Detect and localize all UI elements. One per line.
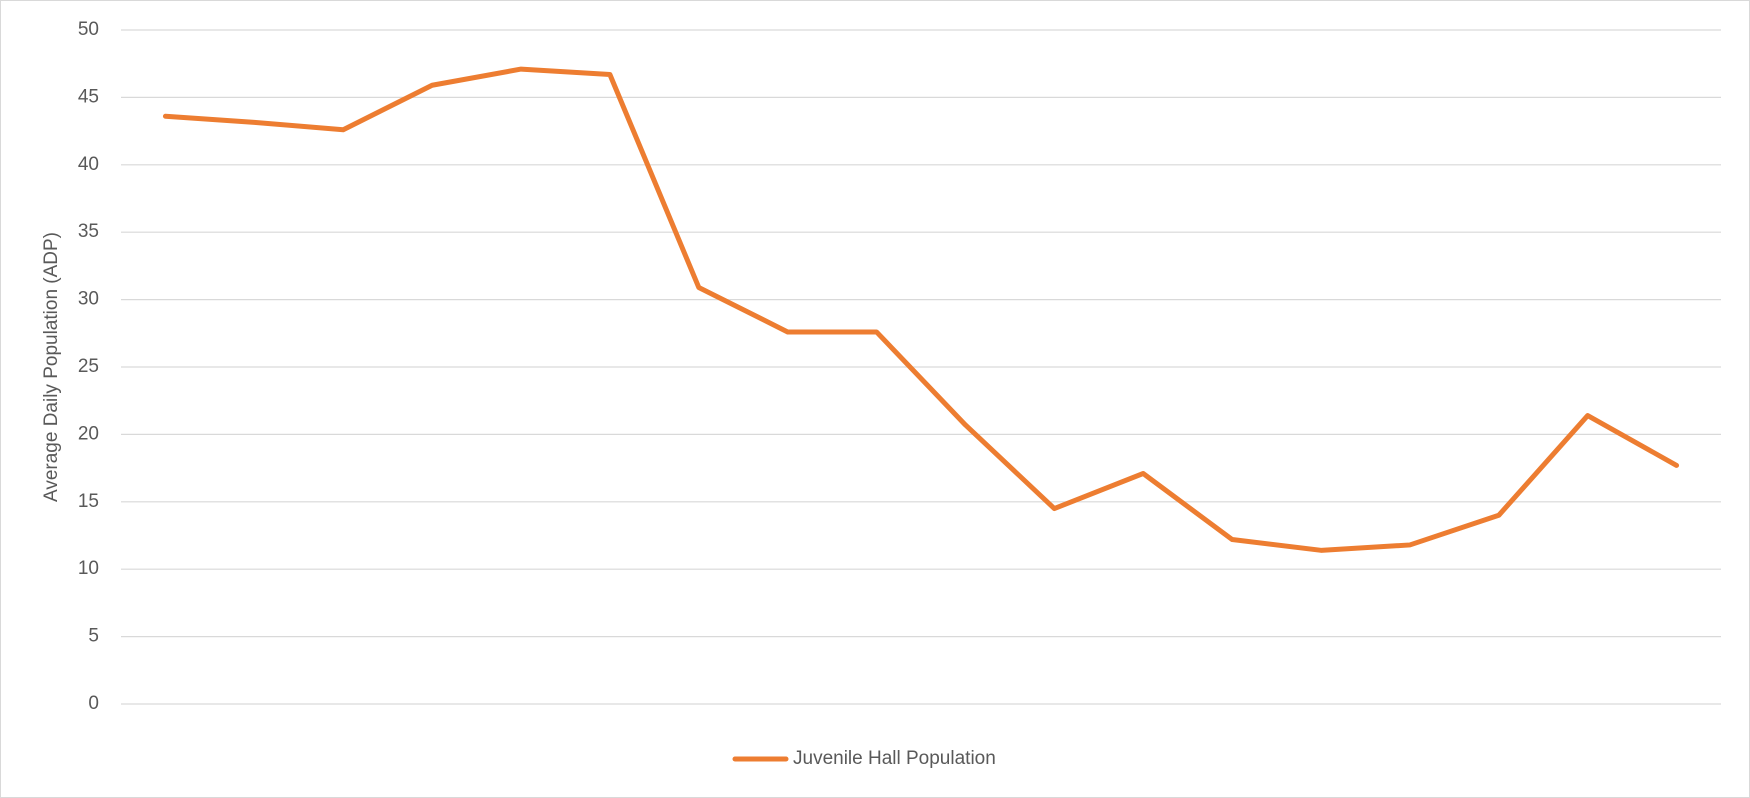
data-line (162, 66, 1680, 553)
y-tick-label: 35 (78, 221, 99, 242)
y-tick-label: 30 (78, 289, 99, 310)
legend-label: Juvenile Hall Population (793, 748, 996, 769)
y-axis-title: Average Daily Population (ADP) (41, 232, 62, 502)
y-tick-label: 50 (78, 19, 99, 40)
y-tick-label: 20 (78, 423, 99, 444)
y-tick-label: 0 (88, 693, 99, 714)
y-tick-label: 10 (78, 558, 99, 579)
y-tick-label: 15 (78, 491, 99, 512)
y-tick-label: 40 (78, 154, 99, 175)
y-tick-label: 25 (78, 356, 99, 377)
y-tick-label: 45 (78, 86, 99, 107)
y-tick-label: 5 (88, 626, 99, 647)
